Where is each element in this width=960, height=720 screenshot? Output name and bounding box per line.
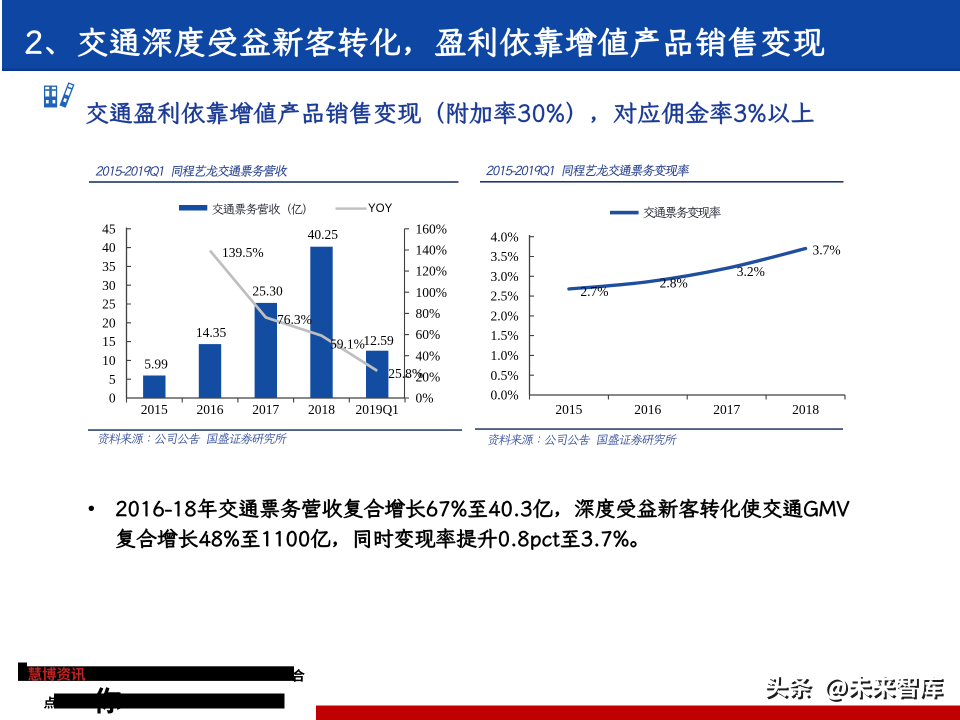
- svg-text:100%: 100%: [416, 285, 448, 300]
- svg-text:40.25: 40.25: [308, 227, 339, 242]
- svg-text:YOY: YOY: [368, 203, 393, 215]
- svg-text:1.5%: 1.5%: [490, 328, 518, 343]
- svg-text:12.59: 12.59: [363, 333, 394, 348]
- svg-text:2.0%: 2.0%: [490, 309, 518, 324]
- svg-text:2015: 2015: [555, 402, 582, 417]
- svg-text:25: 25: [102, 297, 116, 312]
- svg-text:59.1%: 59.1%: [330, 336, 365, 351]
- svg-text:45: 45: [102, 221, 116, 236]
- svg-text:2.5%: 2.5%: [490, 289, 518, 304]
- svg-text:0%: 0%: [416, 391, 434, 406]
- svg-text:80%: 80%: [416, 306, 441, 321]
- svg-text:60%: 60%: [416, 327, 441, 342]
- svg-text:2016: 2016: [634, 402, 661, 417]
- svg-text:4.0%: 4.0%: [490, 229, 518, 244]
- svg-text:2018: 2018: [792, 402, 819, 417]
- svg-text:15: 15: [102, 334, 116, 349]
- svg-text:3.0%: 3.0%: [490, 269, 518, 284]
- svg-text:0.5%: 0.5%: [490, 368, 518, 383]
- svg-text:5.99: 5.99: [144, 357, 168, 372]
- svg-text:14.35: 14.35: [196, 325, 227, 340]
- svg-text:30: 30: [102, 278, 116, 293]
- svg-text:0.0%: 0.0%: [490, 388, 518, 403]
- svg-text:3.7%: 3.7%: [813, 243, 841, 258]
- svg-text:25.8%: 25.8%: [388, 366, 423, 381]
- svg-text:25.30: 25.30: [252, 284, 283, 299]
- svg-text:76.3%: 76.3%: [277, 312, 312, 327]
- svg-text:2017: 2017: [252, 402, 279, 417]
- svg-text:3.2%: 3.2%: [737, 264, 765, 279]
- svg-text:2018: 2018: [308, 402, 335, 417]
- svg-text:20: 20: [102, 315, 116, 330]
- svg-text:140%: 140%: [416, 243, 448, 258]
- svg-text:2.8%: 2.8%: [660, 276, 688, 291]
- svg-text:40%: 40%: [416, 348, 441, 363]
- svg-text:1.0%: 1.0%: [490, 348, 518, 363]
- svg-text:120%: 120%: [416, 264, 448, 279]
- svg-text:2019Q1: 2019Q1: [355, 402, 399, 417]
- svg-text:2.7%: 2.7%: [580, 284, 608, 299]
- svg-text:20%: 20%: [416, 370, 441, 385]
- svg-text:40: 40: [102, 240, 116, 255]
- svg-text:2016: 2016: [197, 402, 224, 417]
- svg-text:2015: 2015: [141, 402, 168, 417]
- svg-text:2017: 2017: [713, 402, 740, 417]
- svg-text:35: 35: [102, 259, 116, 274]
- svg-text:3.5%: 3.5%: [490, 249, 518, 264]
- svg-text:10: 10: [102, 353, 116, 368]
- svg-text:139.5%: 139.5%: [222, 245, 264, 260]
- svg-text:0: 0: [109, 391, 116, 406]
- svg-text:160%: 160%: [416, 221, 448, 236]
- svg-text:5: 5: [109, 372, 116, 387]
